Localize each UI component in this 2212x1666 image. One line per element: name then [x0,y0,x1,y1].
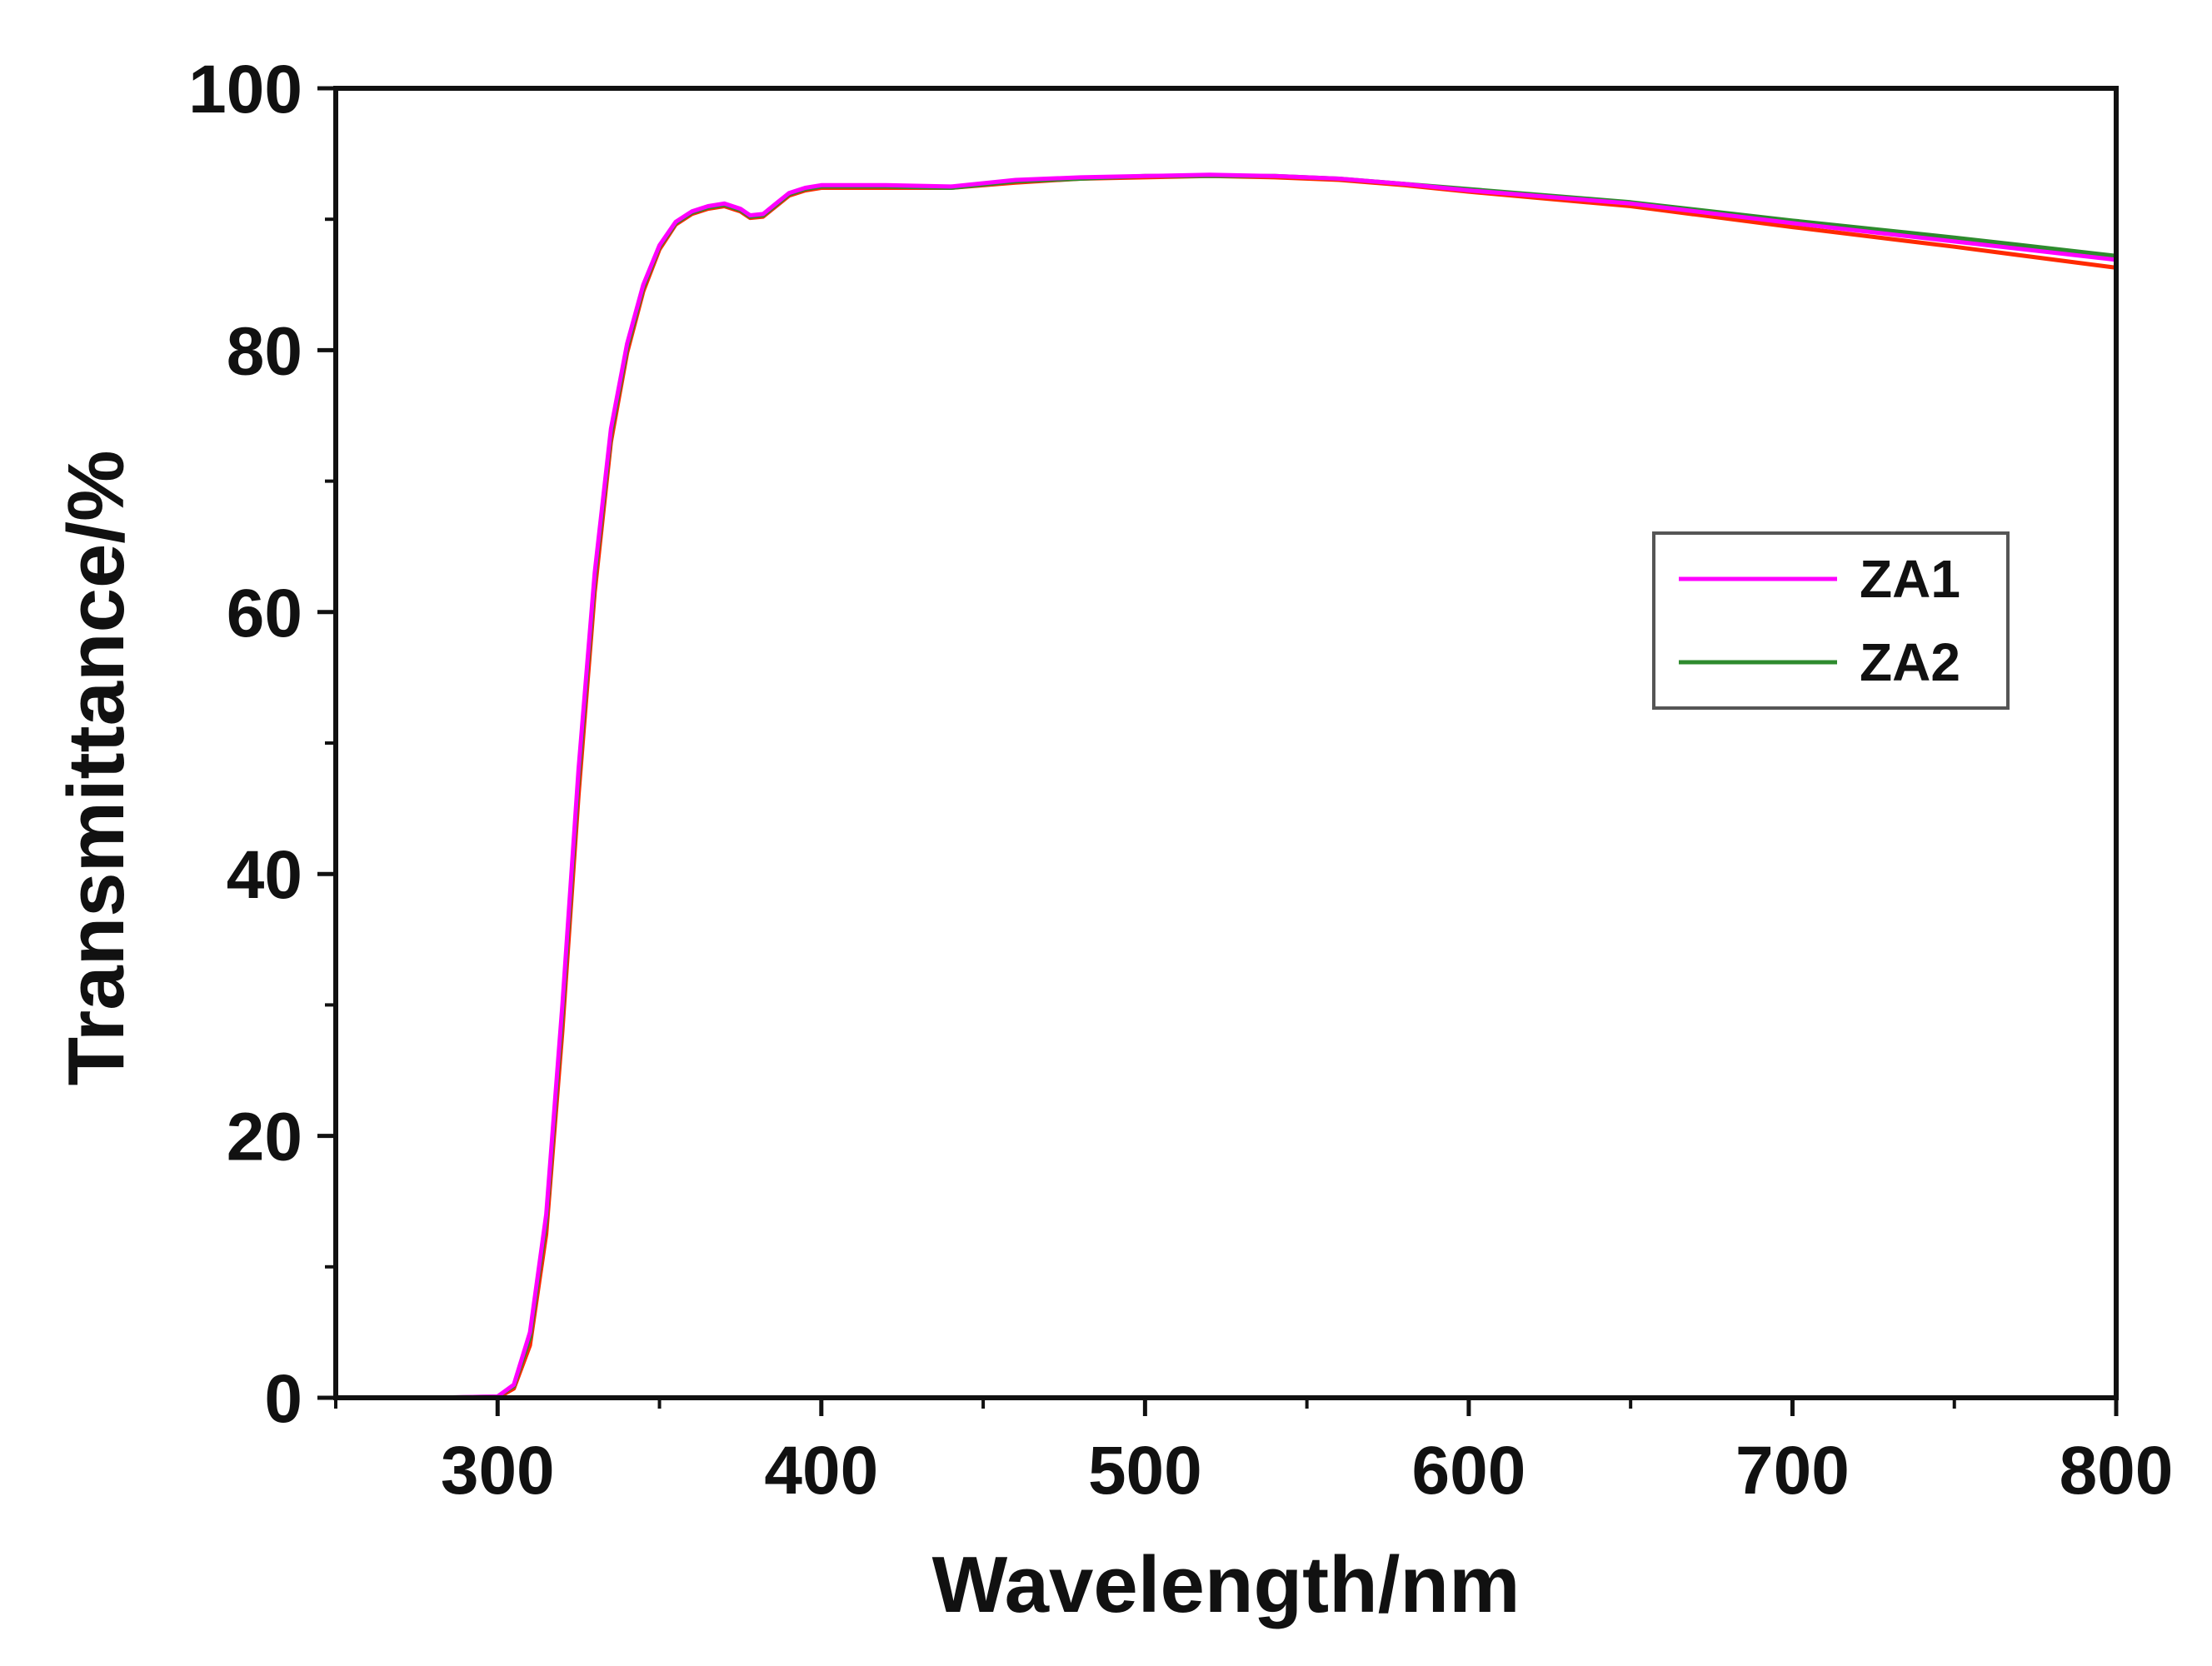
x-tick-label: 300 [441,1433,555,1509]
x-tick-label: 500 [1088,1433,1202,1509]
legend: ZA1 ZA2 [1652,531,2010,710]
y-tick-label: 80 [227,313,302,389]
x-tick-label: 400 [764,1433,878,1509]
y-axis-title: Transmittance/% [52,451,141,1086]
legend-label-za2: ZA2 [1860,632,1960,692]
series-line-za1 [336,172,2117,1400]
x-tick-label: 600 [1411,1433,1525,1509]
ticks-layer: 300 400 500 600 700 800 0 20 40 60 80 100 [188,52,2173,1509]
legend-box [1652,531,2010,710]
x-axis-title: Wavelength/nm [932,1540,1520,1629]
y-tick-label: 0 [264,1361,302,1437]
x-tick-label: 700 [1735,1433,1850,1509]
y-tick-label: 100 [188,52,302,127]
series-layer [336,172,2117,1400]
y-tick-label: 40 [227,837,302,913]
legend-label-za1: ZA1 [1860,549,1960,609]
y-tick-label: 60 [227,576,302,651]
x-tick-label: 800 [2060,1433,2174,1509]
y-tick-label: 20 [227,1100,302,1175]
